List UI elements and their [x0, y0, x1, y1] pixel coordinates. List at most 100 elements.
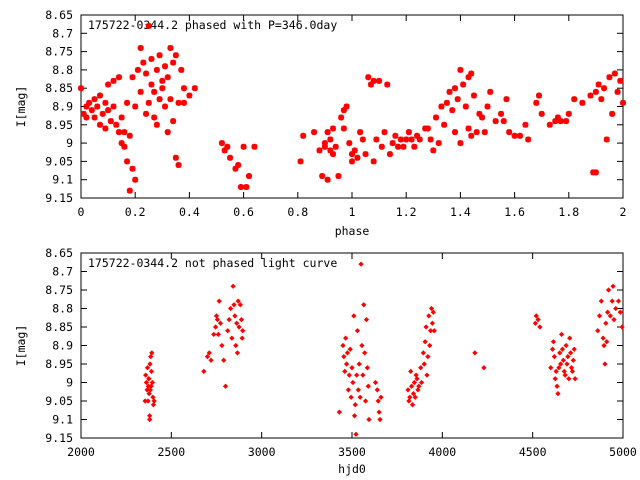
data-point [340, 342, 346, 349]
data-point [416, 383, 422, 389]
data-point [349, 365, 355, 371]
data-point [389, 140, 396, 147]
data-point [365, 383, 371, 389]
data-point [386, 151, 393, 158]
data-point [145, 398, 151, 404]
data-point [80, 110, 87, 117]
data-point [503, 96, 510, 103]
data-point [378, 394, 384, 400]
data-point [332, 143, 339, 150]
data-point [232, 165, 239, 172]
data-point [605, 287, 612, 293]
data-point [614, 88, 621, 95]
data-point [610, 283, 616, 289]
y-tick-label: 8.7 [52, 26, 73, 40]
data-point [619, 324, 625, 330]
data-point [344, 350, 351, 356]
data-point [175, 162, 182, 169]
data-point [572, 376, 578, 382]
data-point [221, 147, 228, 154]
data-point [609, 110, 616, 117]
data-point [147, 361, 153, 367]
data-point [330, 125, 337, 132]
data-point [105, 107, 112, 114]
data-point [611, 70, 618, 77]
data-point [443, 99, 450, 106]
data-point [397, 136, 404, 143]
data-point [418, 365, 424, 371]
data-point [567, 350, 574, 356]
data-point [517, 132, 524, 139]
data-point [148, 368, 155, 375]
data-point [522, 121, 529, 128]
data-point [454, 96, 461, 103]
data-point [238, 316, 245, 323]
y-tick-label: 9.1 [52, 173, 73, 187]
data-point [124, 158, 131, 165]
data-point [457, 66, 464, 73]
data-point [554, 383, 560, 389]
data-point [143, 70, 150, 77]
data-point [362, 350, 368, 356]
data-point [411, 379, 417, 386]
data-point [446, 88, 453, 95]
data-point [579, 99, 586, 106]
data-point [465, 74, 472, 81]
x-tick-label: 0.4 [179, 205, 200, 219]
data-point [595, 81, 602, 88]
data-point [406, 398, 412, 404]
data-point [102, 99, 109, 106]
x-tick-label: 1.6 [504, 205, 525, 219]
data-point [88, 107, 95, 114]
data-point [234, 350, 241, 356]
y-tick-label: 8.8 [52, 63, 73, 77]
data-point [603, 136, 610, 143]
data-point [611, 316, 617, 323]
data-point [395, 143, 402, 150]
data-point [408, 136, 415, 143]
data-point [362, 151, 369, 158]
x-tick-label: 4500 [519, 445, 547, 459]
data-point [147, 416, 153, 423]
data-point [146, 376, 152, 382]
y-axis-label: I[mag] [14, 325, 28, 367]
data-point [349, 151, 355, 158]
x-tick-label: 2 [620, 205, 627, 219]
data-point [411, 143, 418, 150]
data-point [424, 125, 431, 132]
data-point [479, 114, 486, 121]
data-point [159, 85, 166, 92]
data-point [538, 110, 545, 117]
data-point [354, 328, 361, 334]
data-point [324, 129, 331, 136]
data-point [592, 169, 599, 176]
data-point [410, 390, 417, 397]
data-point [359, 342, 365, 349]
data-point [563, 118, 570, 125]
data-point [384, 81, 391, 88]
data-point [601, 85, 608, 92]
data-point [351, 313, 357, 319]
data-point [129, 165, 136, 172]
data-point [211, 331, 217, 338]
data-point [427, 136, 434, 143]
data-point [144, 365, 151, 371]
data-point [240, 143, 247, 150]
x-tick-label: 1.8 [558, 205, 579, 219]
data-point [481, 129, 488, 136]
data-point [566, 376, 572, 382]
data-point [149, 350, 155, 356]
data-point [159, 77, 166, 84]
y-tick-label: 8.95 [45, 118, 73, 132]
x-tick-label: 4000 [428, 445, 456, 459]
data-point [571, 346, 577, 352]
data-point [460, 81, 467, 88]
data-point [557, 350, 563, 356]
data-point [438, 103, 445, 110]
chart-title: 175722-0344.2 phased with P=346.0day [88, 18, 337, 32]
data-point [343, 361, 350, 367]
data-point [558, 331, 565, 338]
y-tick-label: 9.1 [52, 413, 73, 427]
data-point [311, 129, 318, 136]
